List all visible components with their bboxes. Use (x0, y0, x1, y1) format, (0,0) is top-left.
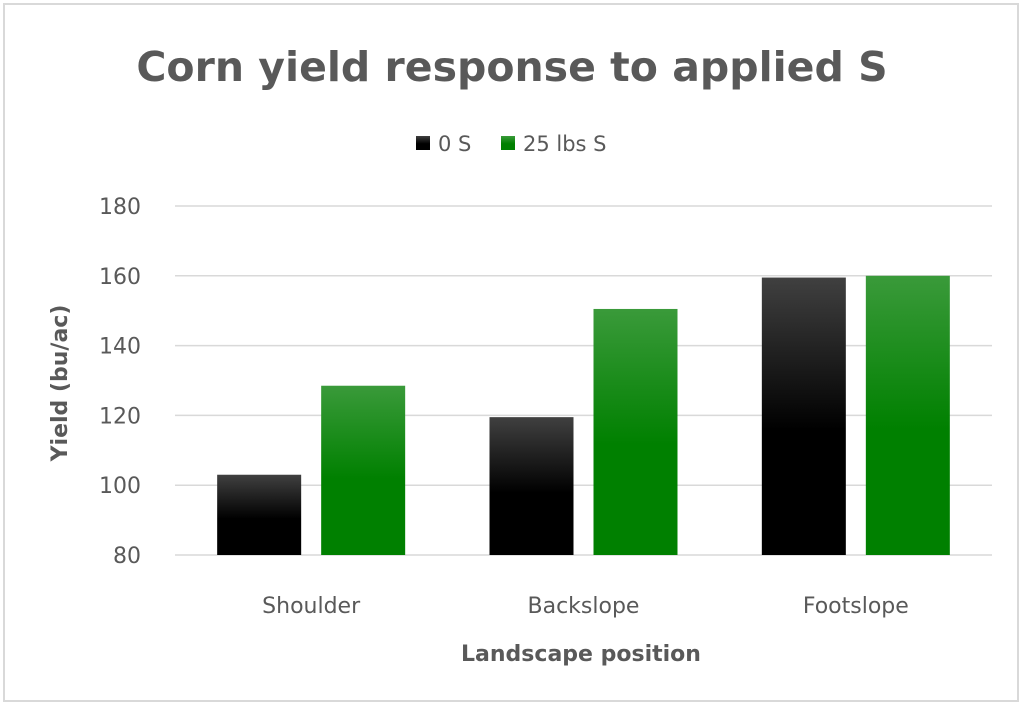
y-tick-label: 140 (99, 335, 141, 360)
y-tick-label: 100 (99, 474, 141, 499)
x-tick-label: Backslope (528, 594, 640, 619)
legend-label: 25 lbs S (523, 132, 607, 156)
bar-backslope-25lbs-s (593, 308, 678, 555)
y-axis-ticks: 80 100 120 140 160 180 (99, 195, 141, 569)
x-axis-title: Landscape position (461, 642, 701, 667)
bar-shoulder-0s (217, 474, 302, 555)
bar-shoulder-25lbs-s (321, 385, 406, 555)
legend-swatch (501, 136, 515, 150)
legend-label: 0 S (438, 132, 471, 156)
x-tick-label: Footslope (803, 594, 909, 619)
chart-title: Corn yield response to applied S (136, 43, 887, 91)
chart-frame: Corn yield response to applied S 0 S 25 l… (3, 3, 1019, 702)
bar-backslope-0s (489, 417, 574, 555)
bar-footslope-25lbs-s (865, 275, 950, 555)
y-tick-label: 160 (99, 265, 141, 290)
legend-swatch (416, 136, 430, 150)
x-tick-label: Shoulder (262, 594, 361, 619)
y-tick-label: 120 (99, 404, 141, 429)
bar-chart: Corn yield response to applied S 0 S 25 l… (48, 43, 992, 667)
y-axis-title: Yield (bu/ac) (48, 305, 73, 463)
x-axis-ticks: Shoulder Backslope Footslope (262, 594, 909, 619)
bars (217, 275, 950, 555)
legend: 0 S 25 lbs S (416, 132, 607, 156)
y-tick-label: 180 (99, 195, 141, 220)
bar-footslope-0s (761, 277, 846, 555)
gridlines (175, 205, 992, 556)
y-tick-label: 80 (113, 544, 141, 569)
